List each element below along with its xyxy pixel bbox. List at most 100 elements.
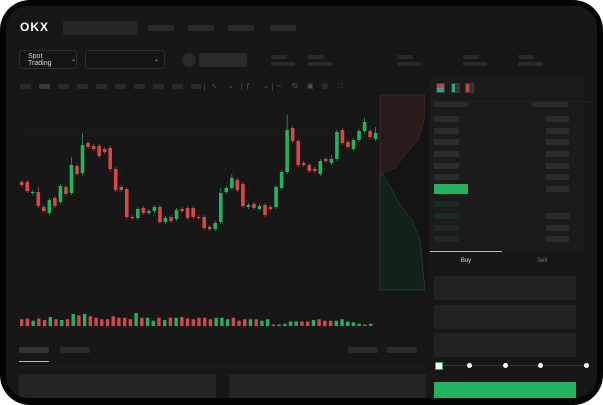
- volume-bar: [208, 319, 213, 326]
- volume-bar: [71, 314, 75, 326]
- candle-body: [263, 205, 267, 215]
- orderbook-asks-icon[interactable]: [465, 83, 474, 93]
- buy-button[interactable]: [434, 382, 576, 398]
- timeframe-button[interactable]: [77, 84, 88, 89]
- chevron-down-icon[interactable]: ⌄: [263, 83, 269, 90]
- pair-select[interactable]: ⌄: [85, 50, 165, 69]
- candle-body: [274, 187, 278, 207]
- timeframe-button[interactable]: [58, 84, 69, 89]
- nav-item[interactable]: [270, 25, 296, 31]
- candle-body: [279, 172, 284, 188]
- volume-bar: [174, 317, 178, 326]
- timeframe-button[interactable]: [191, 84, 202, 89]
- search-placeholder[interactable]: [63, 21, 138, 35]
- slider-handle[interactable]: [435, 362, 443, 370]
- okx-logo[interactable]: OKX: [20, 20, 50, 34]
- volume-bar: [265, 319, 270, 326]
- ask-row-amount: [546, 116, 569, 122]
- candle-body: [124, 189, 129, 217]
- orderbook-both-icon[interactable]: [436, 83, 445, 93]
- slider-mark-100[interactable]: [584, 363, 589, 368]
- ruler-icon[interactable]: ⦰: [292, 83, 298, 90]
- volume-bar: [82, 314, 87, 326]
- volume-bar: [306, 321, 310, 326]
- slider-mark-75[interactable]: [538, 363, 543, 368]
- volume-bar: [77, 315, 81, 326]
- timeframe-button[interactable]: [134, 84, 145, 89]
- timeframe-button[interactable]: [96, 84, 107, 89]
- volume-bar: [42, 320, 47, 326]
- nav-item[interactable]: [188, 25, 214, 31]
- candle-body: [312, 169, 317, 171]
- candle-body: [340, 130, 345, 143]
- candlestick-chart[interactable]: [6, 6, 597, 398]
- volume-bar: [185, 318, 190, 326]
- tab-buy[interactable]: Buy: [460, 258, 472, 264]
- volume-bar: [122, 317, 127, 326]
- content-card: [229, 374, 426, 398]
- tab-sell[interactable]: Sell: [536, 258, 547, 264]
- candle-body: [69, 165, 74, 193]
- volume-bar: [94, 317, 98, 326]
- filter-button[interactable]: [387, 347, 417, 353]
- volume-bar: [300, 321, 304, 326]
- amount-slider[interactable]: [438, 365, 588, 366]
- chevron-down-icon[interactable]: ⌄: [228, 83, 234, 90]
- slider-mark-50[interactable]: [503, 363, 508, 368]
- candle-body: [224, 188, 229, 192]
- total-input[interactable]: [434, 333, 576, 357]
- fullscreen-icon[interactable]: ⛶: [338, 83, 343, 90]
- tab-open-orders[interactable]: [19, 347, 49, 353]
- stat-label: [308, 55, 324, 59]
- market-select[interactable]: Spot Trading ⌄: [19, 50, 77, 69]
- volume-bar: [220, 317, 224, 326]
- timeframe-button[interactable]: [115, 84, 126, 89]
- chevron-down-icon: ⌄: [153, 57, 159, 63]
- volume-bar: [294, 321, 298, 326]
- bid-row-amount: [546, 213, 569, 219]
- camera-icon[interactable]: ▣: [307, 83, 314, 90]
- volume-bar: [368, 323, 373, 326]
- tab-order-history[interactable]: [60, 347, 90, 353]
- volume-bar: [225, 319, 230, 326]
- orderbook-bids-icon[interactable]: [451, 83, 460, 93]
- amount-input[interactable]: [434, 305, 576, 329]
- volume-bar: [191, 319, 195, 326]
- ask-row-amount: [546, 128, 569, 134]
- timeframe-button[interactable]: [20, 84, 31, 89]
- line-tool-icon[interactable]: ∼: [276, 83, 282, 90]
- nav-item[interactable]: [148, 25, 174, 31]
- candle-body: [119, 187, 124, 190]
- tab-underline: [19, 361, 49, 362]
- indicator-icon[interactable]: ƒ: [246, 83, 250, 90]
- timeframe-button[interactable]: [172, 84, 183, 89]
- pair-name-placeholder: [199, 53, 247, 67]
- candle-body: [285, 130, 289, 172]
- ask-row-amount: [546, 151, 569, 157]
- volume-bar: [180, 317, 184, 326]
- volume-bar: [231, 317, 236, 326]
- candle-body: [362, 122, 367, 131]
- volume-bar: [145, 317, 150, 326]
- timeframe-button[interactable]: [39, 84, 50, 89]
- price-input[interactable]: [434, 276, 576, 300]
- candle-body: [185, 208, 190, 218]
- filter-button[interactable]: [348, 347, 378, 353]
- volume-bar: [237, 320, 241, 326]
- candle-type-icon[interactable]: ∿: [211, 83, 217, 90]
- ask-row-price: [434, 128, 459, 134]
- volume-bar: [203, 317, 207, 326]
- candle-body: [47, 200, 52, 213]
- candle-body: [75, 166, 79, 174]
- nav-item[interactable]: [228, 25, 254, 31]
- orderbook-header-amount: [532, 102, 568, 107]
- volume-bar: [283, 323, 287, 326]
- timeframe-button[interactable]: [153, 84, 164, 89]
- candle-body: [329, 159, 334, 163]
- stat-label: [463, 55, 479, 59]
- slider-mark-25[interactable]: [467, 363, 472, 368]
- candle-body: [130, 217, 135, 218]
- settings-icon[interactable]: ◎: [322, 83, 329, 90]
- ask-row-amount: [546, 186, 569, 192]
